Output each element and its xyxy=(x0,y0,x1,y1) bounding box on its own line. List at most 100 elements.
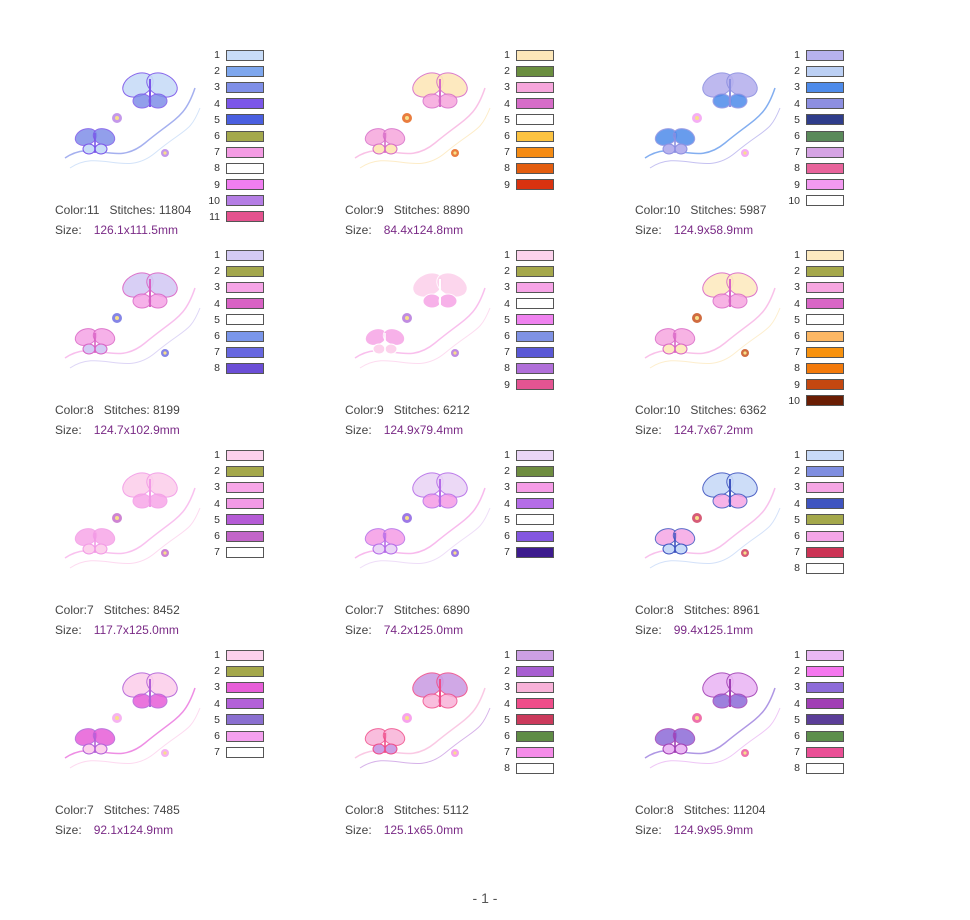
color-swatch-row: 5 xyxy=(496,112,566,128)
color-number: 6 xyxy=(214,130,220,143)
color-swatch xyxy=(516,298,554,310)
color-swatch-row: 5 xyxy=(206,312,276,328)
color-swatch-row: 10 xyxy=(786,393,856,409)
color-swatch xyxy=(806,514,844,526)
color-swatch-row: 5 xyxy=(496,512,566,528)
color-swatch-row: 1 xyxy=(496,47,566,63)
color-palette: 1 2 3 4 5 6 7 8 9 10 xyxy=(786,247,856,409)
color-palette: 1 2 3 4 5 6 7 8 9 10 xyxy=(786,47,856,209)
color-count: Color:8 xyxy=(55,403,94,417)
color-palette: 1 2 3 4 5 6 7 8 xyxy=(786,647,856,777)
color-swatch xyxy=(516,330,554,342)
color-swatch-row: 2 xyxy=(786,463,856,479)
color-swatch xyxy=(516,146,554,158)
butterfly-swirl-design-12 xyxy=(635,648,785,793)
color-number: 2 xyxy=(214,65,220,78)
color-number: 3 xyxy=(214,681,220,694)
color-swatch xyxy=(226,649,264,661)
color-swatch-row: 4 xyxy=(786,696,856,712)
color-number: 2 xyxy=(794,665,800,678)
color-swatch-row: 2 xyxy=(496,663,566,679)
color-number: 7 xyxy=(794,346,800,359)
design-size: Size: 124.7x102.9mm xyxy=(55,423,180,437)
color-number: 4 xyxy=(794,497,800,510)
color-palette: 1 2 3 4 5 6 7 xyxy=(206,447,276,560)
color-swatch xyxy=(516,346,554,358)
color-number: 2 xyxy=(214,265,220,278)
color-number: 9 xyxy=(794,378,800,391)
color-number: 2 xyxy=(794,465,800,478)
design-size: Size: 92.1x124.9mm xyxy=(55,823,173,837)
color-count: Color:8 xyxy=(635,603,674,617)
color-number: 3 xyxy=(214,281,220,294)
color-number: 6 xyxy=(794,730,800,743)
color-count: Color:7 xyxy=(55,603,94,617)
color-count: Color:7 xyxy=(345,603,384,617)
stitch-count: Stitches: 8452 xyxy=(103,603,180,617)
color-number: 5 xyxy=(794,513,800,526)
color-swatch-row: 6 xyxy=(786,128,856,144)
color-number: 1 xyxy=(214,449,220,462)
design-size: Size: 124.7x67.2mm xyxy=(635,423,753,437)
color-swatch-row: 3 xyxy=(786,479,856,495)
color-number: 4 xyxy=(214,297,220,310)
color-swatch-row: 8 xyxy=(206,160,276,176)
color-swatch xyxy=(806,65,844,77)
stitch-count: Stitches: 8961 xyxy=(683,603,760,617)
color-swatch xyxy=(226,281,264,293)
color-number: 8 xyxy=(504,362,510,375)
color-swatch-row: 2 xyxy=(786,63,856,79)
design-size: Size: 84.4x124.8mm xyxy=(345,223,463,237)
color-swatch xyxy=(226,265,264,277)
color-number: 6 xyxy=(214,530,220,543)
color-swatch xyxy=(806,162,844,174)
color-swatch-row: 8 xyxy=(786,160,856,176)
color-swatch-row: 3 xyxy=(496,79,566,95)
stitch-count: Stitches: 5112 xyxy=(393,803,469,817)
color-number: 8 xyxy=(214,362,220,375)
design-stats: Color:9 Stitches: 8890 xyxy=(345,203,470,217)
size-label: Size: xyxy=(55,623,82,637)
color-swatch xyxy=(516,730,554,742)
color-swatch xyxy=(226,498,264,510)
color-number: 4 xyxy=(504,297,510,310)
color-number: 7 xyxy=(214,746,220,759)
color-swatch-row: 2 xyxy=(786,263,856,279)
color-swatch xyxy=(226,681,264,693)
color-swatch xyxy=(516,281,554,293)
color-swatch xyxy=(516,65,554,77)
size-value: 117.7x125.0mm xyxy=(93,623,179,637)
color-swatch-row: 5 xyxy=(206,712,276,728)
color-swatch xyxy=(806,49,844,61)
color-swatch xyxy=(516,314,554,326)
color-swatch xyxy=(226,114,264,126)
color-swatch-row: 9 xyxy=(206,177,276,193)
color-swatch-row: 6 xyxy=(206,128,276,144)
color-number: 2 xyxy=(214,665,220,678)
color-swatch xyxy=(516,698,554,710)
design-card: 1 2 3 4 5 6 7 Color:7 Stitches: 8452 Size: 117.7x1… xyxy=(0,400,290,637)
size-label: Size: xyxy=(55,223,82,237)
color-swatch-row: 3 xyxy=(786,679,856,695)
stitch-count: Stitches: 6212 xyxy=(393,403,470,417)
design-card: 1 2 3 4 5 6 7 8 Color:8 Stitches: 8961 Size: 99.4x1… xyxy=(580,400,870,637)
color-number: 6 xyxy=(504,330,510,343)
color-number: 3 xyxy=(794,281,800,294)
color-swatch xyxy=(226,514,264,526)
color-swatch xyxy=(516,98,554,110)
color-swatch-row: 2 xyxy=(206,63,276,79)
color-swatch-row: 6 xyxy=(496,128,566,144)
size-label: Size: xyxy=(635,423,662,437)
color-number: 1 xyxy=(794,249,800,262)
color-swatch xyxy=(226,698,264,710)
color-number: 7 xyxy=(504,346,510,359)
color-swatch-row: 5 xyxy=(496,712,566,728)
butterfly-swirl-design-4 xyxy=(55,248,205,393)
color-swatch xyxy=(226,179,264,191)
color-swatch xyxy=(226,162,264,174)
design-stats: Color:10 Stitches: 5987 xyxy=(635,203,766,217)
size-value: 125.1x65.0mm xyxy=(383,823,464,837)
design-size: Size: 99.4x125.1mm xyxy=(635,623,753,637)
design-stats: Color:8 Stitches: 11204 xyxy=(635,803,766,817)
size-value: 124.7x67.2mm xyxy=(673,423,754,437)
